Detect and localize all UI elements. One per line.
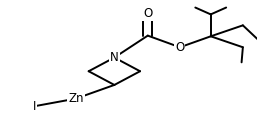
Text: Zn: Zn bbox=[68, 92, 84, 105]
Text: N: N bbox=[110, 51, 119, 64]
Text: O: O bbox=[143, 7, 152, 20]
Text: O: O bbox=[175, 41, 185, 54]
Text: I: I bbox=[33, 100, 36, 113]
